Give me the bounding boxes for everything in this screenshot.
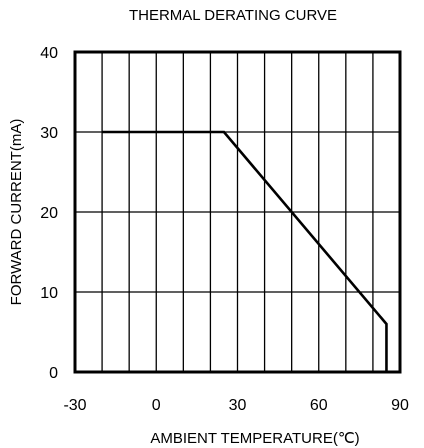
x-tick-label: 0 (152, 397, 161, 414)
x-tick-label: -30 (63, 397, 86, 414)
x-tick-labels: -30 0 30 60 90 (63, 397, 409, 414)
chart-title: THERMAL DERATING CURVE (129, 7, 337, 24)
y-tick-labels: 0 10 20 30 40 (40, 45, 58, 382)
y-tick-label: 0 (49, 365, 58, 382)
plot-frame (73, 50, 402, 374)
y-tick-label: 30 (40, 125, 58, 142)
y-tick-label: 20 (40, 205, 58, 222)
x-tick-label: 60 (310, 397, 328, 414)
series-line (102, 130, 388, 372)
x-tick-label: 30 (229, 397, 247, 414)
y-tick-label: 10 (40, 285, 58, 302)
grid (75, 52, 400, 372)
x-axis-label: AMBIENT TEMPERATURE(℃) (150, 430, 359, 447)
y-axis-label: FORWARD CURRENT(mA) (8, 119, 25, 306)
y-tick-label: 40 (40, 45, 58, 62)
x-tick-label: 90 (391, 397, 409, 414)
series-group (102, 130, 388, 372)
